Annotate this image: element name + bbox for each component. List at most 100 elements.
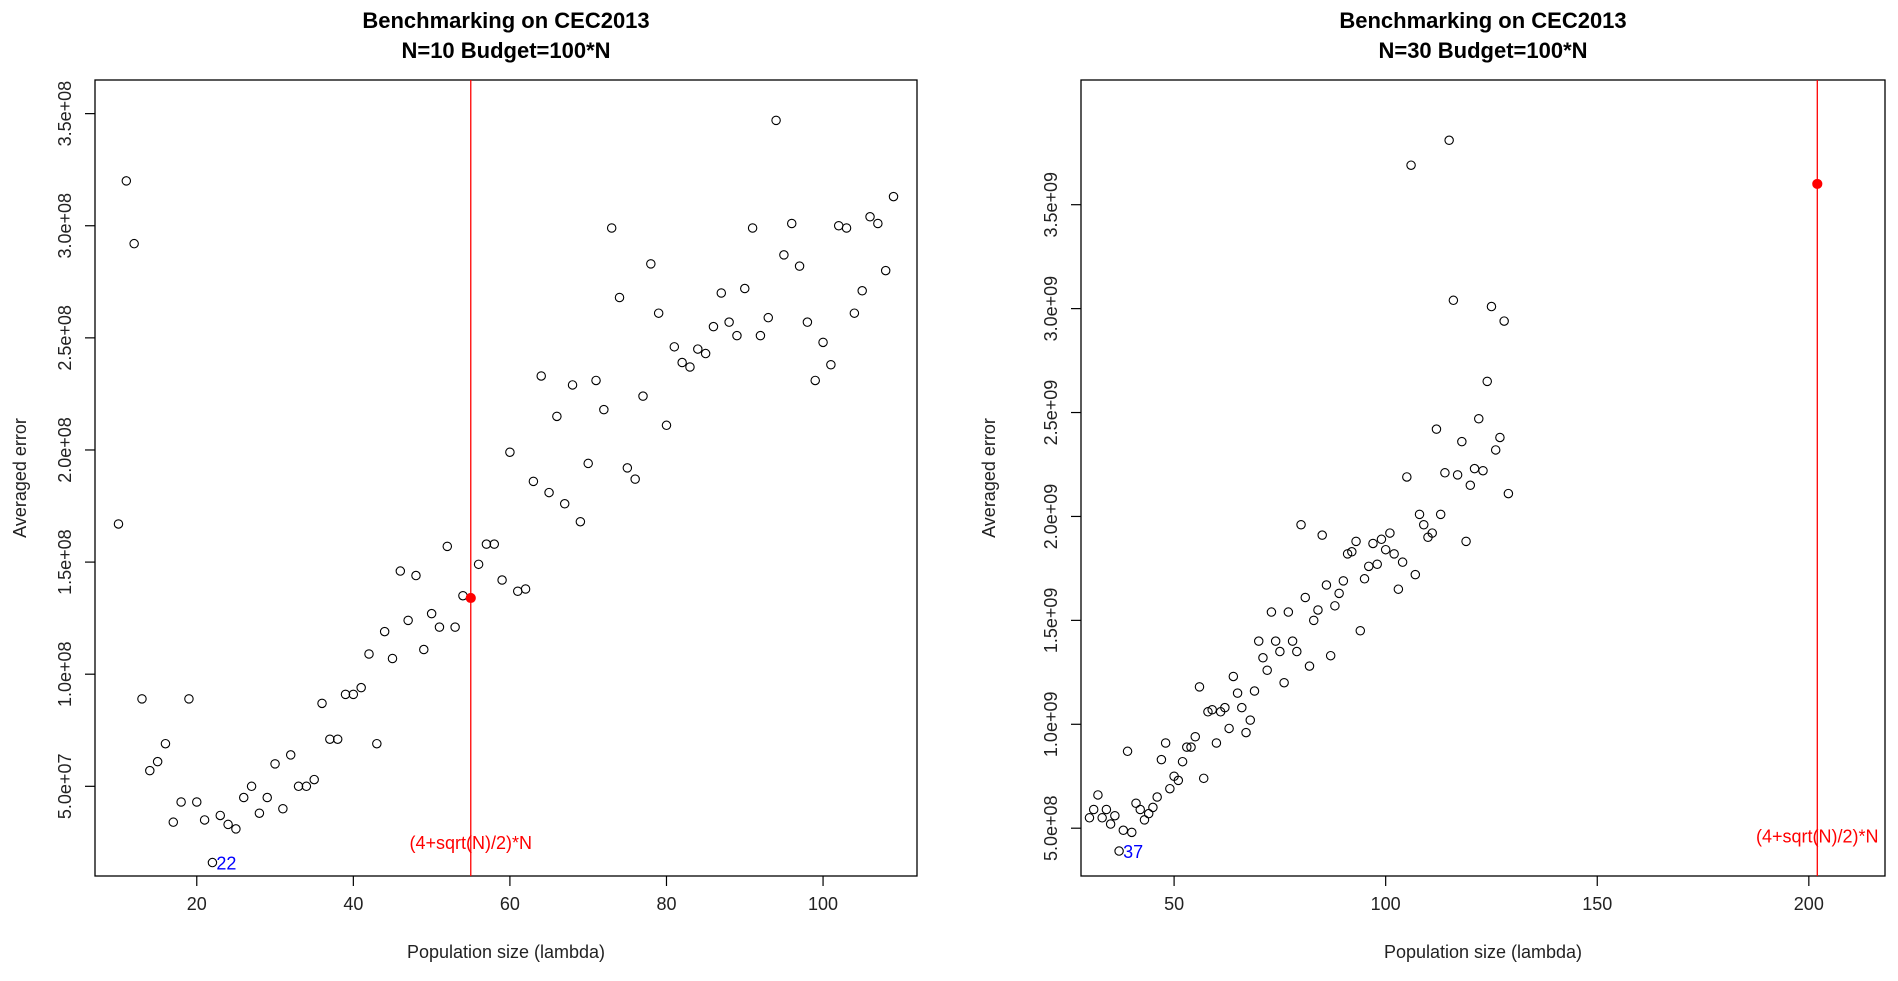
data-point <box>1376 534 1387 545</box>
data-point <box>1292 646 1302 657</box>
data-point <box>340 689 351 700</box>
chart-subtitle: N=30 Budget=100*N <box>1378 38 1587 63</box>
y-tick-label: 3.5e+08 <box>55 81 75 147</box>
reference-vline-label: (4+sqrt(N)/2)*N <box>410 833 533 853</box>
data-point <box>379 626 390 637</box>
data-point <box>270 759 280 769</box>
data-point <box>1105 819 1116 829</box>
y-tick-label: 5.0e+08 <box>1041 795 1061 861</box>
right-plot-panel: Benchmarking on CEC2013 N=30 Budget=100*N… <box>979 8 1886 962</box>
data-point <box>1435 509 1446 520</box>
data-point <box>630 474 640 484</box>
data-point <box>473 559 484 570</box>
data-point <box>1402 472 1412 482</box>
y-tick-label: 1.0e+08 <box>55 641 75 707</box>
data-point <box>1304 661 1315 671</box>
data-point <box>1465 480 1476 491</box>
data-point <box>1237 702 1247 713</box>
data-point <box>1461 536 1471 547</box>
data-point <box>1232 688 1243 698</box>
data-point <box>661 420 672 431</box>
data-point <box>1258 653 1268 663</box>
data-point <box>1118 825 1129 836</box>
data-point <box>505 447 515 457</box>
data-point <box>1313 605 1323 615</box>
data-point <box>332 734 343 744</box>
data-point <box>1194 682 1205 692</box>
plot-frame <box>1080 79 1886 877</box>
data-point <box>1419 520 1429 530</box>
data-point <box>622 463 633 473</box>
data-point <box>802 317 813 327</box>
data-point <box>168 817 179 827</box>
data-point <box>152 756 163 767</box>
plot-frame <box>94 79 918 877</box>
data-point <box>348 689 359 700</box>
data-point <box>293 781 304 792</box>
chart-title: Benchmarking on CEC2013 <box>362 8 649 33</box>
data-point <box>880 265 891 276</box>
data-point <box>1444 135 1454 146</box>
data-point <box>121 176 132 186</box>
data-point <box>771 115 781 126</box>
data-point <box>528 476 539 487</box>
data-point <box>544 487 554 498</box>
data-point <box>223 819 233 830</box>
data-point <box>841 223 852 233</box>
data-point <box>779 250 789 260</box>
data-point <box>481 539 492 549</box>
data-point <box>646 259 656 269</box>
data-point <box>1270 636 1281 646</box>
y-tick-label: 2.0e+09 <box>1041 484 1061 550</box>
data-point <box>552 411 562 422</box>
data-point <box>1486 301 1497 312</box>
data-point <box>1245 715 1256 725</box>
best-point-label: 22 <box>216 854 236 874</box>
data-point <box>1330 601 1340 611</box>
data-point <box>826 360 836 370</box>
data-point <box>1389 549 1399 559</box>
data-point <box>387 653 398 664</box>
data-point <box>1139 815 1150 825</box>
data-point <box>1249 686 1260 696</box>
x-tick-label: 100 <box>1371 894 1401 914</box>
data-point <box>1228 671 1239 682</box>
y-axis-label: Averaged error <box>10 418 30 538</box>
data-point <box>833 220 844 231</box>
data-point <box>1266 607 1277 617</box>
data-point <box>434 622 445 632</box>
data-point <box>1135 804 1145 815</box>
data-point <box>1084 813 1095 823</box>
data-point <box>285 750 296 760</box>
data-point <box>567 380 578 390</box>
y-tick-label: 2.5e+08 <box>55 305 75 371</box>
data-point <box>199 815 210 825</box>
x-tick-label: 150 <box>1582 894 1612 914</box>
data-point <box>638 391 648 401</box>
data-point <box>1241 727 1251 738</box>
data-point <box>763 312 774 323</box>
data-point <box>1474 414 1484 424</box>
data-point <box>810 375 820 386</box>
data-point <box>1165 783 1175 794</box>
data-point <box>113 519 124 529</box>
x-tick-label: 60 <box>500 894 520 914</box>
data-point <box>1279 677 1289 688</box>
data-point <box>1321 580 1332 590</box>
data-point <box>1482 376 1492 387</box>
data-point <box>1355 626 1366 636</box>
best-point <box>207 857 218 868</box>
data-point <box>1253 636 1264 646</box>
data-point <box>1495 432 1505 443</box>
data-point <box>1393 584 1404 594</box>
data-point <box>693 344 703 354</box>
best-point <box>1114 846 1124 856</box>
data-point <box>254 808 265 818</box>
data-point <box>176 797 186 807</box>
x-tick-label: 80 <box>656 894 676 914</box>
data-point <box>411 570 421 581</box>
data-point <box>614 292 625 303</box>
data-point <box>1173 775 1184 786</box>
data-point <box>231 824 241 834</box>
